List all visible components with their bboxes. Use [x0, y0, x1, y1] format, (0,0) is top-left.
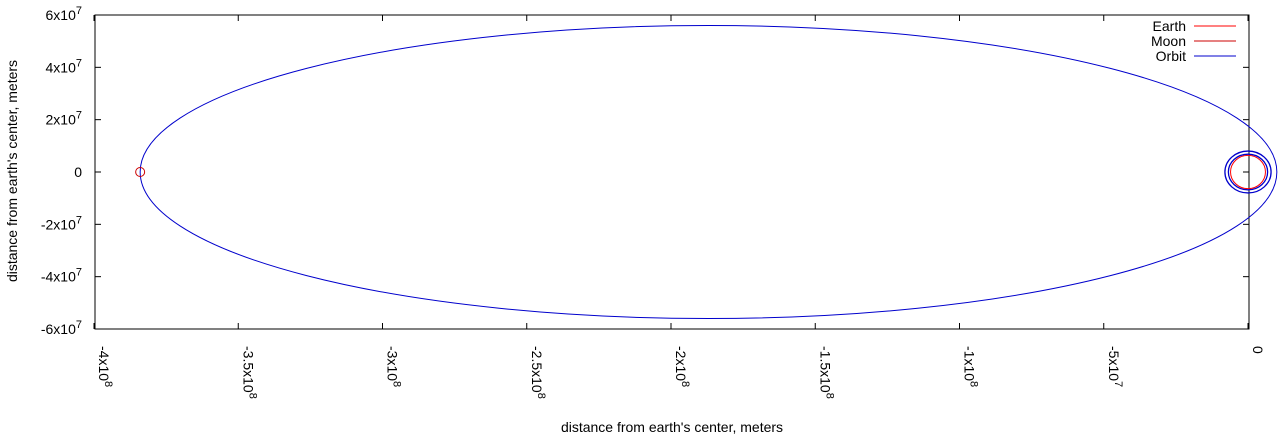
x-tick-label-5x107: -5x107 [1106, 346, 1124, 387]
x-tick-label-4x108: -4x108 [96, 346, 114, 387]
x-tick-label-1x108: -1x108 [962, 346, 980, 387]
x-axis-title: distance from earth's center, meters [561, 419, 783, 435]
y-tick-label-4x107: 4x107 [46, 57, 82, 75]
legend-label-moon: Moon [1151, 33, 1186, 49]
y-axis-title: distance from earth's center, meters [4, 60, 20, 282]
x-tick-label-0: 0 [1250, 346, 1266, 354]
orbit-loop-0 [1224, 150, 1272, 194]
x-tick-label-2x108: -2x108 [673, 346, 691, 387]
x-tick-label-2-5x108: -2.5x108 [529, 346, 547, 399]
legend-label-orbit: Orbit [1156, 48, 1186, 64]
x-tick-label-3x108: -3x108 [385, 346, 403, 387]
plot-frame [94, 14, 1250, 330]
y-tick-label-6x107: -6x107 [41, 319, 82, 337]
orbit-loop-1 [1227, 153, 1269, 191]
y-tick-label-2x107: -2x107 [41, 214, 82, 232]
tick-marks [93, 14, 1249, 330]
y-tick-label-6x107: 6x107 [46, 5, 82, 23]
earth-circle [1230, 154, 1266, 190]
legend: Earth Moon Orbit [1151, 18, 1236, 64]
y-tick-label-0: 0 [74, 164, 82, 180]
x-tick-label-1-5x108: -1.5x108 [817, 346, 835, 399]
plot-area [135, 24, 1278, 320]
x-tick-labels: -4x108 -3.5x108 -3x108 -2.5x108 -2x108 -1.5x1… [96, 346, 1266, 399]
y-tick-labels: 6x107 4x107 2x107 0 -2x107 -4x107 -6x107 [41, 5, 82, 337]
legend-label-earth: Earth [1153, 18, 1186, 34]
x-tick-label-3-5x108: -3.5x108 [240, 346, 258, 399]
moon-circle [135, 167, 146, 177]
orbit-ellipse [139, 24, 1278, 320]
y-tick-label-2x107: 2x107 [46, 110, 82, 128]
y-tick-label-4x107: -4x107 [41, 267, 82, 285]
